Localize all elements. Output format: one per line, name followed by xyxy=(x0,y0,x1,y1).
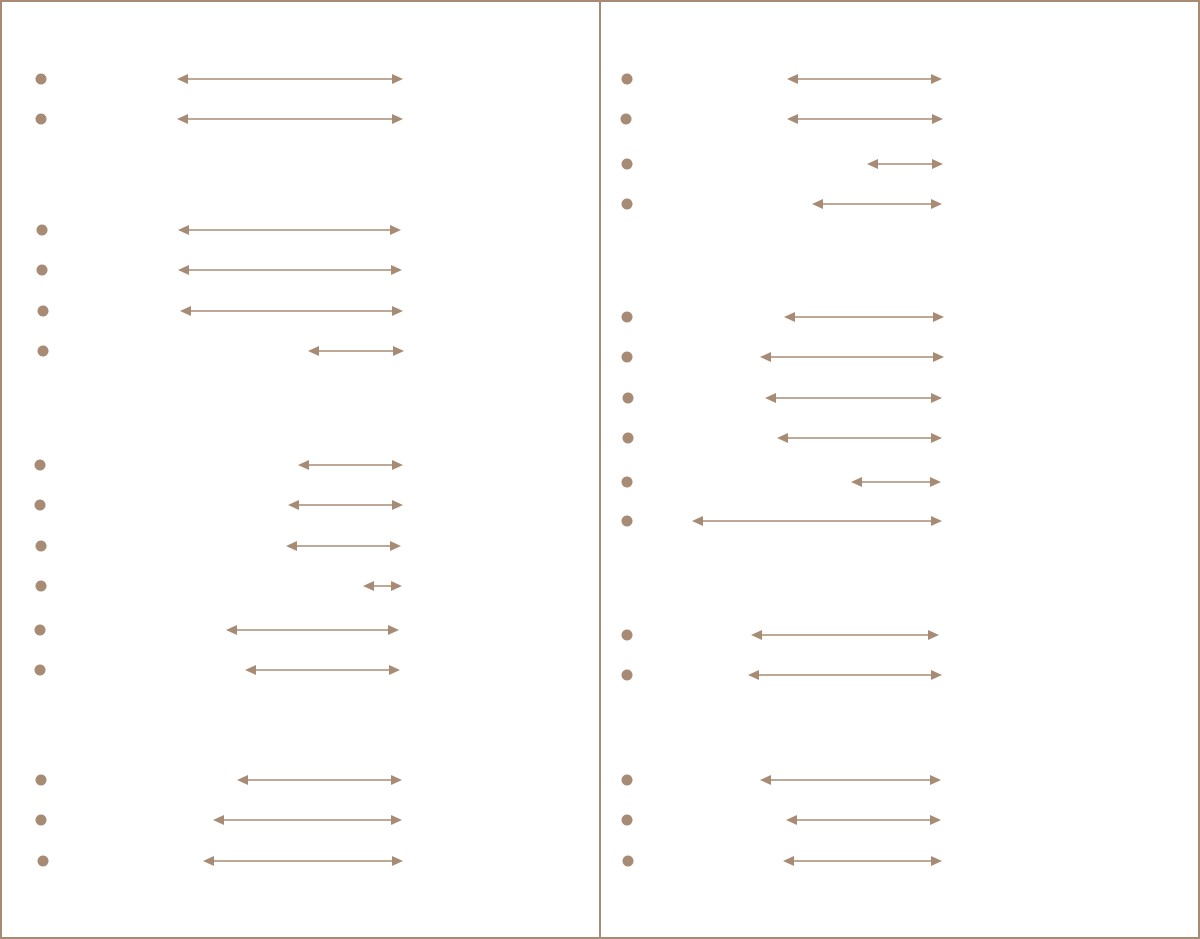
arrow-head xyxy=(298,460,309,470)
arrow-head xyxy=(787,74,798,84)
bullet xyxy=(35,774,47,786)
arrow-head xyxy=(786,815,797,825)
arrow-head xyxy=(765,393,776,403)
arrow-head xyxy=(178,225,189,235)
bullet xyxy=(621,311,633,323)
bullet xyxy=(35,113,47,125)
bullet xyxy=(621,351,633,363)
bullet xyxy=(34,624,46,636)
bullet xyxy=(621,814,633,826)
arrow-head xyxy=(391,775,402,785)
arrow-head xyxy=(931,856,942,866)
arrow-head xyxy=(931,516,942,526)
bullet xyxy=(622,432,634,444)
bullet xyxy=(621,669,633,681)
arrow-head xyxy=(245,665,256,675)
bullet xyxy=(621,198,633,210)
bullet xyxy=(37,855,49,867)
arrow-head xyxy=(812,199,823,209)
arrow-head xyxy=(760,352,771,362)
bullet xyxy=(36,264,48,276)
arrow-head xyxy=(933,312,944,322)
arrow-head xyxy=(178,265,189,275)
arrow-head xyxy=(787,114,798,124)
arrow-head xyxy=(931,199,942,209)
bullet xyxy=(620,113,632,125)
arrow-head xyxy=(692,516,703,526)
arrow-head xyxy=(180,306,191,316)
bullet xyxy=(35,814,47,826)
arrow-head xyxy=(392,460,403,470)
arrow-head xyxy=(391,581,402,591)
arrow-head xyxy=(930,815,941,825)
arrow-head xyxy=(390,541,401,551)
arrow-head xyxy=(777,433,788,443)
arrow-head xyxy=(226,625,237,635)
arrow-head xyxy=(392,856,403,866)
arrow-head xyxy=(751,630,762,640)
arrow-head xyxy=(930,477,941,487)
arrow-head xyxy=(931,393,942,403)
arrow-head xyxy=(393,346,404,356)
arrow-head xyxy=(392,114,403,124)
arrow-head xyxy=(851,477,862,487)
arrow-head xyxy=(391,815,402,825)
arrow-head xyxy=(932,114,943,124)
bullet xyxy=(34,459,46,471)
arrow-head xyxy=(363,581,374,591)
arrow-head xyxy=(390,225,401,235)
arrow-head xyxy=(932,159,943,169)
bullet xyxy=(36,224,48,236)
arrow-head xyxy=(931,74,942,84)
arrow-head xyxy=(930,775,941,785)
arrow-head xyxy=(933,352,944,362)
bullet xyxy=(35,73,47,85)
arrow-head xyxy=(391,265,402,275)
bullet xyxy=(34,499,46,511)
bullet xyxy=(34,664,46,676)
arrow-head xyxy=(213,815,224,825)
bullet xyxy=(621,73,633,85)
arrow-head xyxy=(931,670,942,680)
arrow-head xyxy=(392,500,403,510)
bullet xyxy=(621,158,633,170)
arrow-head xyxy=(748,670,759,680)
arrow-head xyxy=(286,541,297,551)
arrow-head xyxy=(784,312,795,322)
arrow-head xyxy=(389,665,400,675)
bullet xyxy=(621,476,633,488)
arrow-head xyxy=(392,306,403,316)
bullet xyxy=(622,392,634,404)
arrow-head xyxy=(388,625,399,635)
bullet xyxy=(621,774,633,786)
arrow-head xyxy=(203,856,214,866)
arrow-head xyxy=(237,775,248,785)
arrow-head xyxy=(177,74,188,84)
arrow-head xyxy=(288,500,299,510)
arrow-head xyxy=(392,74,403,84)
arrow-head xyxy=(760,775,771,785)
arrow-head xyxy=(308,346,319,356)
arrow-head xyxy=(928,630,939,640)
bullet xyxy=(37,305,49,317)
arrow-head xyxy=(867,159,878,169)
bullet xyxy=(621,515,633,527)
bullet xyxy=(622,855,634,867)
bullet xyxy=(37,345,49,357)
bullet xyxy=(35,540,47,552)
arrow-head xyxy=(931,433,942,443)
rows xyxy=(34,73,944,867)
bullet xyxy=(35,580,47,592)
bullet xyxy=(621,629,633,641)
arrow-head xyxy=(783,856,794,866)
arrow-head xyxy=(177,114,188,124)
